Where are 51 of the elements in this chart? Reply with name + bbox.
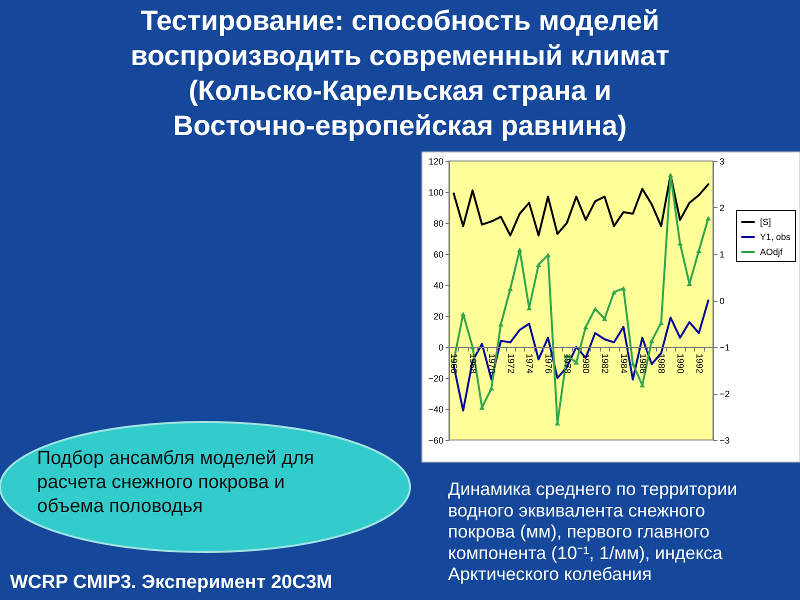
x-tick-label: 1980: [581, 354, 592, 374]
y2-tick-label: −1: [720, 342, 730, 352]
x-tick-label: 1970: [486, 354, 497, 374]
x-tick-label: 1978: [562, 354, 572, 374]
point: [583, 324, 588, 330]
y2-tick-label: 2: [720, 203, 725, 213]
y-tick-label: 80: [433, 218, 444, 228]
legend-label: Y1, obs: [760, 232, 792, 242]
point: [668, 172, 674, 178]
y-tick-label: −40: [428, 404, 444, 414]
x-tick-label: 1972: [506, 354, 516, 374]
text: Динамика среднего по территории водного эквивалента снежного покрова (мм), первого главного компонента (10⁻¹, 1/мм), индекса Арктического колебания: [448, 479, 738, 584]
line-series: [452, 300, 710, 412]
x-tick-label: 1988: [656, 354, 667, 374]
x-tick-label: 1966: [449, 354, 460, 374]
x-tick-label: 1990: [676, 354, 686, 374]
y-tick-label: −60: [428, 436, 444, 446]
x-tick-label: 1968: [468, 354, 478, 374]
y-tick-label: 20: [433, 312, 444, 322]
chart-title: Тестирование: способность моделей воспроизводить современный климат (Кольско-Карельская страна и Восточно-европейская равнина): [130, 5, 670, 141]
y2-tick-label: 1: [720, 250, 725, 260]
y-tick-label: 120: [428, 156, 444, 166]
y-tick-label: 0: [438, 342, 444, 352]
x-tick-label: 1982: [600, 354, 610, 374]
legend-label: AOdjf: [760, 247, 784, 257]
y2-tick-label: −2: [720, 389, 730, 399]
point: [460, 312, 466, 316]
text: Подбор ансамбля моделей для расчета снежного покрова и объема половодья: [37, 448, 314, 517]
point: [649, 338, 654, 344]
y2-tick-label: 0: [720, 296, 725, 306]
point: [536, 262, 542, 267]
point: [706, 216, 711, 220]
point: [574, 360, 579, 365]
y2-tick-label: −3: [720, 436, 730, 446]
point: [602, 316, 608, 321]
y-tick-label: 100: [428, 188, 444, 198]
point: [517, 248, 522, 252]
x-tick-label: 1992: [694, 354, 704, 374]
y2-tick-label: 3: [720, 156, 725, 166]
x-tick-label: 1986: [638, 354, 648, 374]
x-tick-label: 1984: [618, 354, 629, 374]
x-tick-label: 1974: [524, 354, 535, 374]
text: WCRP CMIP3. Эксперимент 20C3M: [10, 572, 332, 593]
point: [611, 290, 617, 294]
point: [620, 286, 626, 291]
y-tick-label: 60: [433, 250, 444, 260]
y-tick-label: −20: [428, 374, 444, 384]
x-tick-label: 1976: [544, 354, 554, 374]
point: [508, 286, 513, 292]
y-tick-label: 40: [433, 280, 444, 290]
legend-label: [S]: [760, 217, 772, 227]
